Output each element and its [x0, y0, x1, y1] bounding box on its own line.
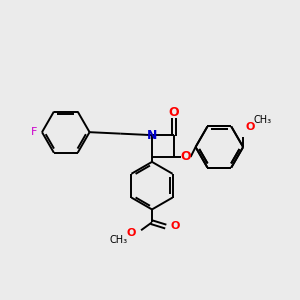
Text: O: O	[171, 221, 180, 231]
Text: O: O	[245, 122, 254, 132]
Text: O: O	[127, 228, 136, 238]
Text: CH₃: CH₃	[253, 115, 271, 125]
Text: O: O	[180, 150, 191, 164]
Text: O: O	[169, 106, 179, 119]
Text: F: F	[31, 127, 37, 137]
Text: N: N	[147, 129, 157, 142]
Text: CH₃: CH₃	[109, 235, 127, 245]
